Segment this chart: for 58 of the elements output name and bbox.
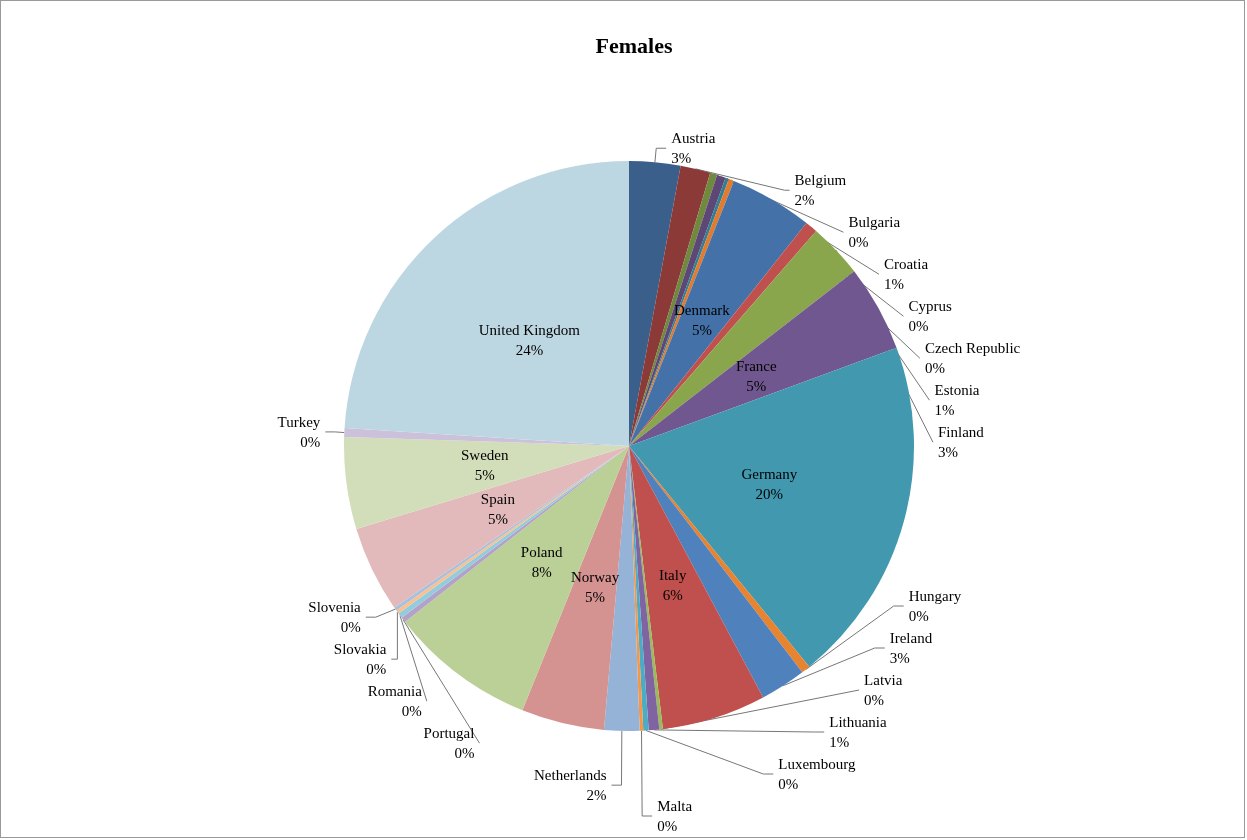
data-label: 1% [883, 276, 904, 293]
data-label: 6% [662, 586, 683, 603]
slice-label: Turkey [277, 413, 321, 430]
data-label: 5% [474, 467, 495, 484]
slice-label: Slovenia [308, 599, 362, 616]
slice-label: Bulgaria [848, 214, 901, 231]
data-label: 0% [924, 360, 945, 377]
slice-label: Spain [480, 491, 516, 508]
data-label: 0% [864, 692, 885, 708]
data-label: 5% [691, 322, 712, 339]
data-label: 5% [585, 589, 606, 606]
slice-label: Austria [671, 130, 716, 147]
data-label: 20% [755, 486, 784, 503]
slice-label: Czech Republic [924, 340, 1021, 357]
data-label: 0% [657, 818, 678, 834]
slice-label: Portugal [423, 725, 475, 742]
slice-label: Netherlands [534, 767, 607, 784]
slice-label: Luxembourg [778, 756, 857, 772]
data-label: 0% [401, 703, 422, 720]
slice-label: Hungary [908, 588, 962, 604]
slice-label: Italy [658, 566, 687, 583]
data-label: 3% [937, 444, 958, 461]
data-label: 1% [829, 734, 850, 750]
slice-label: Cyprus [908, 298, 952, 315]
data-label: 5% [487, 511, 508, 528]
data-label: 0% [300, 433, 321, 450]
data-label: 2% [794, 192, 815, 209]
slice-label: Lithuania [829, 714, 888, 730]
slice-label: Slovakia [333, 641, 387, 658]
data-label: 1% [934, 402, 955, 419]
data-label: 0% [454, 745, 475, 762]
data-label: 0% [908, 318, 929, 335]
data-label: 5% [746, 377, 767, 394]
data-label: 2% [586, 787, 607, 804]
slice-label: Norway [570, 569, 620, 586]
data-label: 0% [340, 619, 361, 636]
slice-label: France [735, 357, 778, 374]
data-label: 3% [671, 150, 692, 167]
slice-label: Croatia [883, 256, 929, 273]
data-label: 0% [908, 608, 929, 624]
slice-label: Estonia [934, 382, 980, 399]
slice-label: Finland [937, 424, 985, 441]
slice-label: United Kingdom [478, 321, 581, 338]
data-label: 3% [889, 650, 910, 666]
data-label: 0% [366, 661, 387, 678]
slice-label: Germany [741, 466, 798, 483]
slice-label: Ireland [889, 630, 933, 646]
slice-label: Poland [520, 544, 563, 561]
slice-label: Belgium [794, 172, 847, 189]
slice-label: Romania [367, 683, 423, 700]
slice-label: Malta [657, 798, 693, 814]
data-label: 24% [515, 341, 544, 358]
data-label: 8% [531, 564, 552, 581]
data-label: 0% [848, 234, 869, 251]
data-label: 0% [778, 776, 799, 792]
slice-label: Latvia [864, 672, 903, 688]
chart-title: Females [595, 32, 673, 58]
slice-label: Sweden [461, 447, 509, 464]
